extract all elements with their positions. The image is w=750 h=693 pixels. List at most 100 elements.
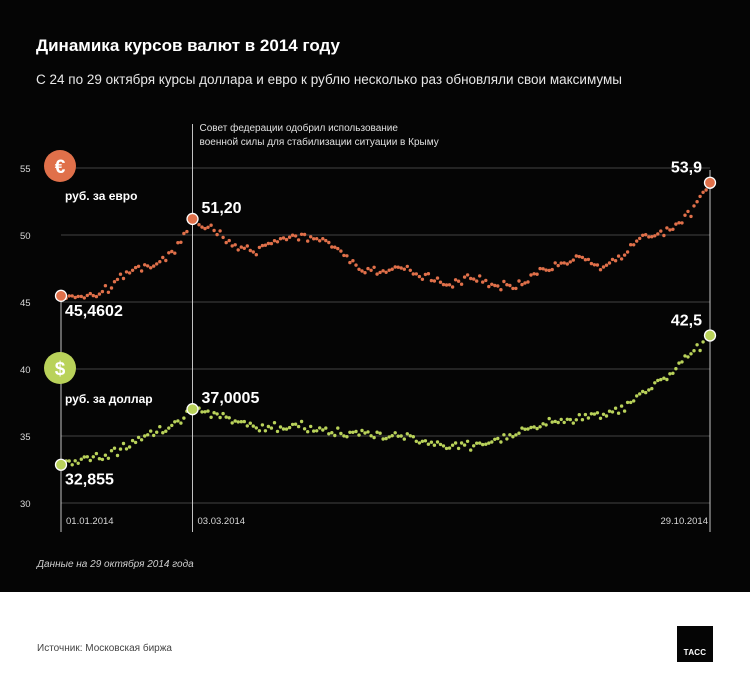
euro-data-point	[130, 268, 135, 272]
euro-data-point	[559, 261, 563, 265]
euro-data-point	[197, 223, 201, 227]
dollar-data-point	[158, 425, 162, 429]
x-tick-label: 29.10.2014	[660, 516, 708, 527]
euro-data-point	[592, 263, 597, 267]
euro-data-point	[441, 282, 446, 287]
dollar-data-point	[490, 440, 494, 444]
dollar-data-point	[650, 386, 654, 391]
euro-data-point	[85, 293, 90, 298]
annotation-line-2: военной силы для стабилизации ситуации в…	[200, 136, 439, 148]
euro-data-point	[299, 232, 304, 236]
euro-data-point	[67, 294, 71, 298]
euro-data-point	[97, 292, 102, 296]
y-tick-label: 30	[20, 499, 31, 510]
euro-data-point	[242, 246, 246, 250]
dollar-data-point	[541, 422, 545, 426]
euro-data-point	[315, 237, 319, 241]
euro-data-point	[619, 257, 624, 261]
dollar-data-point	[665, 377, 669, 382]
euro-data-point	[490, 282, 494, 286]
euro-data-point	[508, 283, 512, 288]
dollar-data-point	[149, 429, 153, 433]
dollar-data-point	[604, 414, 609, 418]
dollar-data-point	[511, 435, 515, 439]
dollar-data-point	[647, 388, 651, 392]
dollar-data-point	[127, 445, 132, 449]
dollar-data-point	[109, 449, 114, 453]
dollar-data-point	[70, 463, 74, 467]
euro-data-point	[547, 268, 551, 273]
euro-data-point	[420, 277, 425, 281]
euro-data-point	[450, 285, 455, 289]
dollar-data-point	[115, 453, 120, 458]
dollar-data-point	[203, 410, 207, 414]
x-tick-label: 03.03.2014	[198, 516, 246, 527]
dollar-data-point	[426, 442, 431, 446]
dollar-data-point	[299, 419, 304, 424]
dollar-data-point	[523, 427, 527, 431]
dollar-data-point	[559, 417, 563, 422]
euro-highlight-marker	[186, 212, 199, 226]
dollar-data-point	[577, 413, 581, 417]
euro-data-point	[275, 240, 280, 244]
dollar-data-point	[67, 459, 71, 463]
euro-data-point	[478, 274, 482, 278]
euro-data-point	[644, 233, 648, 237]
euro-data-point	[438, 280, 443, 284]
dollar-data-point	[529, 425, 533, 430]
dollar-data-point	[315, 429, 319, 433]
dollar-data-point	[290, 422, 295, 427]
dollar-data-point	[133, 440, 138, 445]
dollar-data-point	[146, 433, 150, 437]
dollar-data-point	[550, 420, 554, 424]
dollar-data-point	[484, 442, 488, 446]
euro-data-point	[245, 244, 249, 248]
euro-data-point	[402, 267, 406, 271]
dollar-data-point	[278, 425, 283, 429]
dollar-data-point	[212, 411, 216, 415]
dollar-data-point	[616, 411, 621, 415]
chart-panel	[0, 0, 750, 592]
dollar-data-point	[94, 451, 99, 456]
dollar-data-point	[112, 446, 117, 450]
dollar-data-point	[230, 421, 234, 425]
page-title: Динамика курсов валют в 2014 году	[36, 36, 340, 55]
dollar-data-point	[592, 412, 597, 416]
dollar-data-point	[589, 412, 594, 416]
dollar-data-point	[372, 435, 376, 440]
dollar-data-point	[595, 411, 600, 415]
dollar-data-point	[583, 412, 588, 417]
dollar-data-point	[312, 429, 316, 433]
euro-data-point	[351, 259, 355, 263]
dollar-highlight-marker	[703, 329, 717, 342]
footer-panel	[0, 592, 750, 693]
euro-data-point	[369, 268, 373, 272]
euro-data-point	[405, 264, 409, 269]
y-tick-label: 45	[20, 298, 31, 309]
dollar-data-point	[571, 421, 575, 425]
dollar-data-point	[553, 419, 557, 424]
euro-data-point	[227, 238, 231, 243]
dollar-data-point	[164, 429, 168, 433]
dollar-data-point	[342, 434, 346, 438]
euro-data-point	[290, 233, 295, 237]
dollar-data-point	[453, 441, 458, 445]
dollar-data-point	[520, 426, 524, 430]
dollar-data-point	[517, 431, 521, 435]
euro-data-point	[103, 284, 108, 288]
euro-data-point	[689, 214, 693, 219]
dollar-value-label: 42,5	[671, 313, 702, 330]
euro-data-point	[257, 245, 262, 250]
dollar-data-point	[206, 409, 210, 413]
dollar-data-point	[152, 433, 156, 438]
y-tick-label: 40	[20, 365, 31, 376]
euro-data-point	[384, 270, 388, 274]
euro-data-point	[82, 296, 87, 300]
dollar-data-point	[170, 423, 174, 428]
dollar-data-point	[306, 430, 310, 434]
dollar-data-point	[221, 411, 225, 416]
euro-data-point	[173, 251, 177, 255]
euro-data-point	[704, 188, 708, 192]
euro-data-point	[692, 204, 696, 208]
euro-highlight-marker	[54, 289, 68, 302]
